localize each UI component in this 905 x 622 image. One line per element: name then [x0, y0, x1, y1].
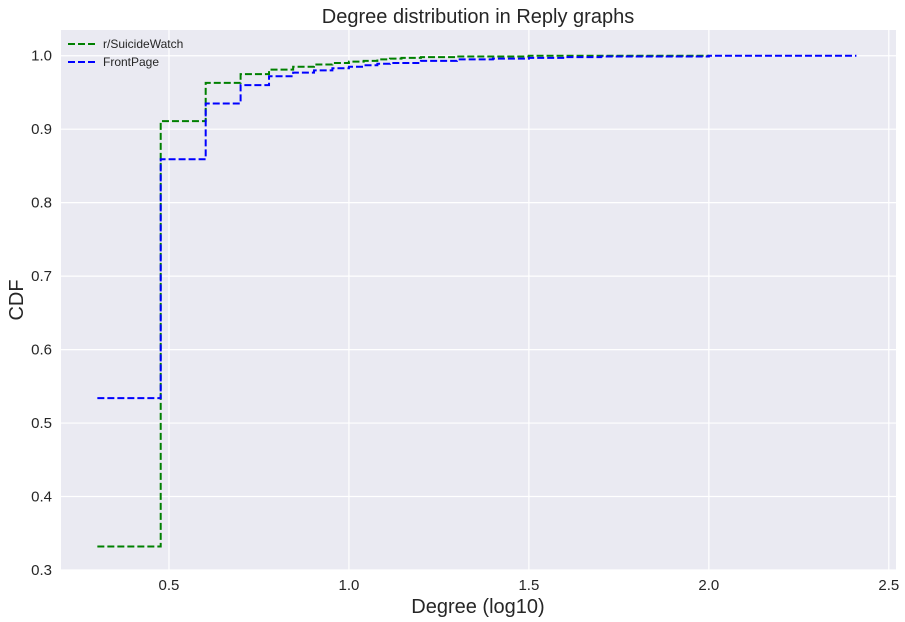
x-tick-label: 2.5 [878, 577, 899, 594]
plot-background [61, 30, 896, 570]
y-tick-label: 0.6 [31, 342, 52, 359]
x-tick-label: 2.0 [698, 577, 719, 594]
series-line-frontpage [97, 54, 857, 400]
x-tick-label: 1.5 [518, 577, 539, 594]
x-axis-label: Degree (log10) [411, 596, 544, 618]
y-tick-label: 0.5 [31, 415, 52, 432]
y-tick-labels: 0.3 0.4 0.5 0.6 0.7 0.8 0.9 1.0 [31, 48, 52, 579]
legend: r/SuicideWatch FrontPage [68, 37, 183, 69]
y-tick-label: 0.3 [31, 562, 52, 579]
chart-title: Degree distribution in Reply graphs [322, 6, 634, 28]
x-gridlines [168, 30, 890, 570]
legend-label-suicidewatch: r/SuicideWatch [103, 37, 183, 51]
y-tick-label: 0.8 [31, 195, 52, 212]
y-tick-label: 1.0 [31, 48, 52, 65]
y-axis-label: CDF [6, 279, 28, 320]
x-tick-label: 0.5 [159, 577, 180, 594]
y-tick-label: 0.4 [31, 489, 52, 506]
series-layer [97, 54, 857, 548]
y-tick-label: 0.9 [31, 121, 52, 138]
series-line-r-suicidewatch [97, 54, 709, 548]
legend-label-frontpage: FrontPage [103, 55, 159, 69]
y-tick-label: 0.7 [31, 268, 52, 285]
x-tick-labels: 0.5 1.0 1.5 2.0 2.5 [159, 577, 900, 594]
x-tick-label: 1.0 [339, 577, 360, 594]
